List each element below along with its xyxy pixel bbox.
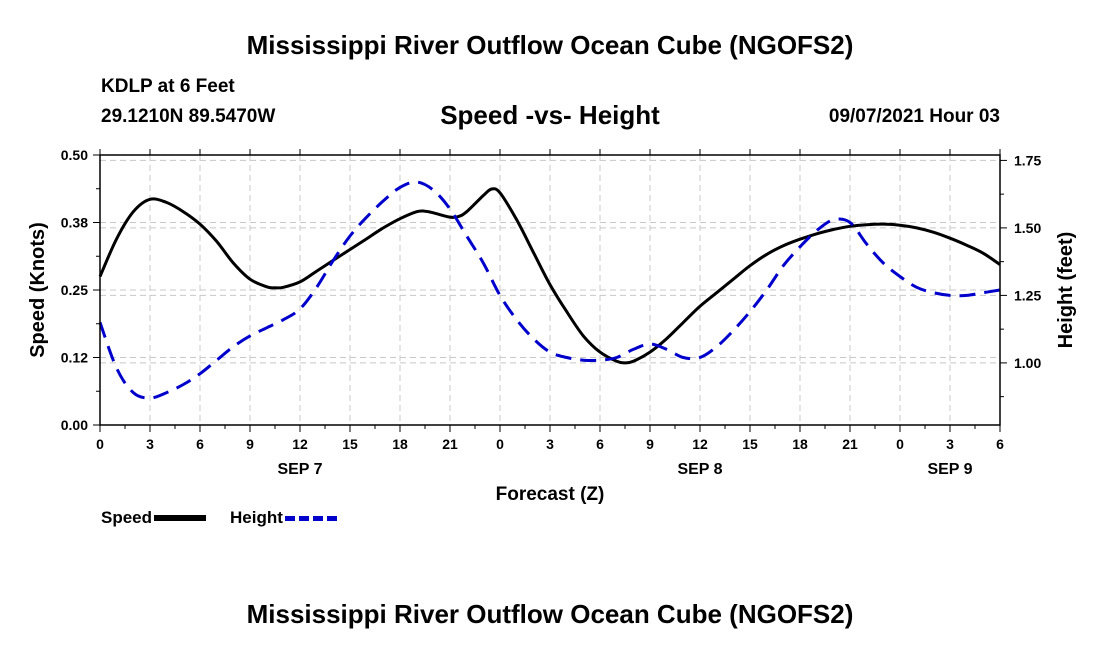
y-tick-label: 0.50 — [61, 147, 88, 163]
x-tick-label: 12 — [292, 436, 308, 452]
x-tick-label: 9 — [246, 436, 254, 452]
x-tick-label: 3 — [146, 436, 154, 452]
station-label: KDLP at 6 Feet — [101, 76, 235, 97]
axes: 0 3 6 9 12 15 18 21 0 3 6 9 12 15 18 21 0 3 6 0.00 0.12 0.25 0… — [61, 147, 1042, 478]
chart-subtitle: Speed -vs- Height — [440, 100, 660, 130]
y-tick-label: 0.25 — [61, 282, 88, 298]
x-tick-label: 0 — [496, 436, 504, 452]
footer-title: Mississippi River Outflow Ocean Cube (NG… — [246, 599, 854, 629]
date-label: SEP 9 — [927, 461, 972, 478]
legend-height: Height — [230, 508, 337, 528]
speed-series-line — [98, 187, 1001, 365]
legend-speed-label: Speed — [101, 508, 153, 527]
x-tick-label: 15 — [342, 436, 358, 452]
x-tick-label: 3 — [946, 436, 954, 452]
series-layer — [98, 180, 1001, 400]
x-tick-label: 21 — [442, 436, 458, 452]
y2-axis-label: Height (feet) — [1055, 232, 1077, 349]
x-tick-label: 0 — [896, 436, 904, 452]
x-tick-label: 6 — [596, 436, 604, 452]
y2-tick-label: 1.25 — [1014, 287, 1041, 303]
chart-title: Mississippi River Outflow Ocean Cube (NG… — [246, 30, 854, 60]
legend-height-swatch — [284, 515, 337, 521]
y2-tick-label: 1.50 — [1014, 220, 1041, 236]
x-tick-label: 6 — [196, 436, 204, 452]
forecast-datetime: 09/07/2021 Hour 03 — [828, 106, 1000, 127]
y2-tick-label: 1.00 — [1014, 355, 1041, 371]
x-tick-label: 21 — [842, 436, 858, 452]
y-tick-label: 0.38 — [61, 215, 88, 231]
x-tick-label: 9 — [646, 436, 654, 452]
height-series-line — [98, 180, 1001, 400]
grid — [100, 155, 1000, 425]
y-axis-label: Speed (Knots) — [27, 222, 49, 358]
y-tick-label: 0.00 — [61, 417, 88, 433]
x-tick-label: 0 — [96, 436, 104, 452]
station-coordinates: 29.1210N 89.5470W — [101, 106, 276, 127]
x-tick-label: 18 — [392, 436, 408, 452]
x-tick-label: 15 — [742, 436, 758, 452]
x-axis-label: Forecast (Z) — [496, 484, 605, 505]
x-tick-label: 6 — [996, 436, 1004, 452]
x-tick-label: 3 — [546, 436, 554, 452]
legend-speed-swatch — [154, 515, 207, 521]
legend-speed: Speed — [101, 508, 207, 528]
date-label: SEP 7 — [277, 461, 322, 478]
date-label: SEP 8 — [677, 461, 722, 478]
legend-height-label: Height — [230, 508, 283, 527]
y-tick-label: 0.12 — [61, 350, 88, 366]
x-tick-label: 12 — [692, 436, 708, 452]
x-tick-label: 18 — [792, 436, 808, 452]
y2-tick-label: 1.75 — [1014, 152, 1041, 168]
